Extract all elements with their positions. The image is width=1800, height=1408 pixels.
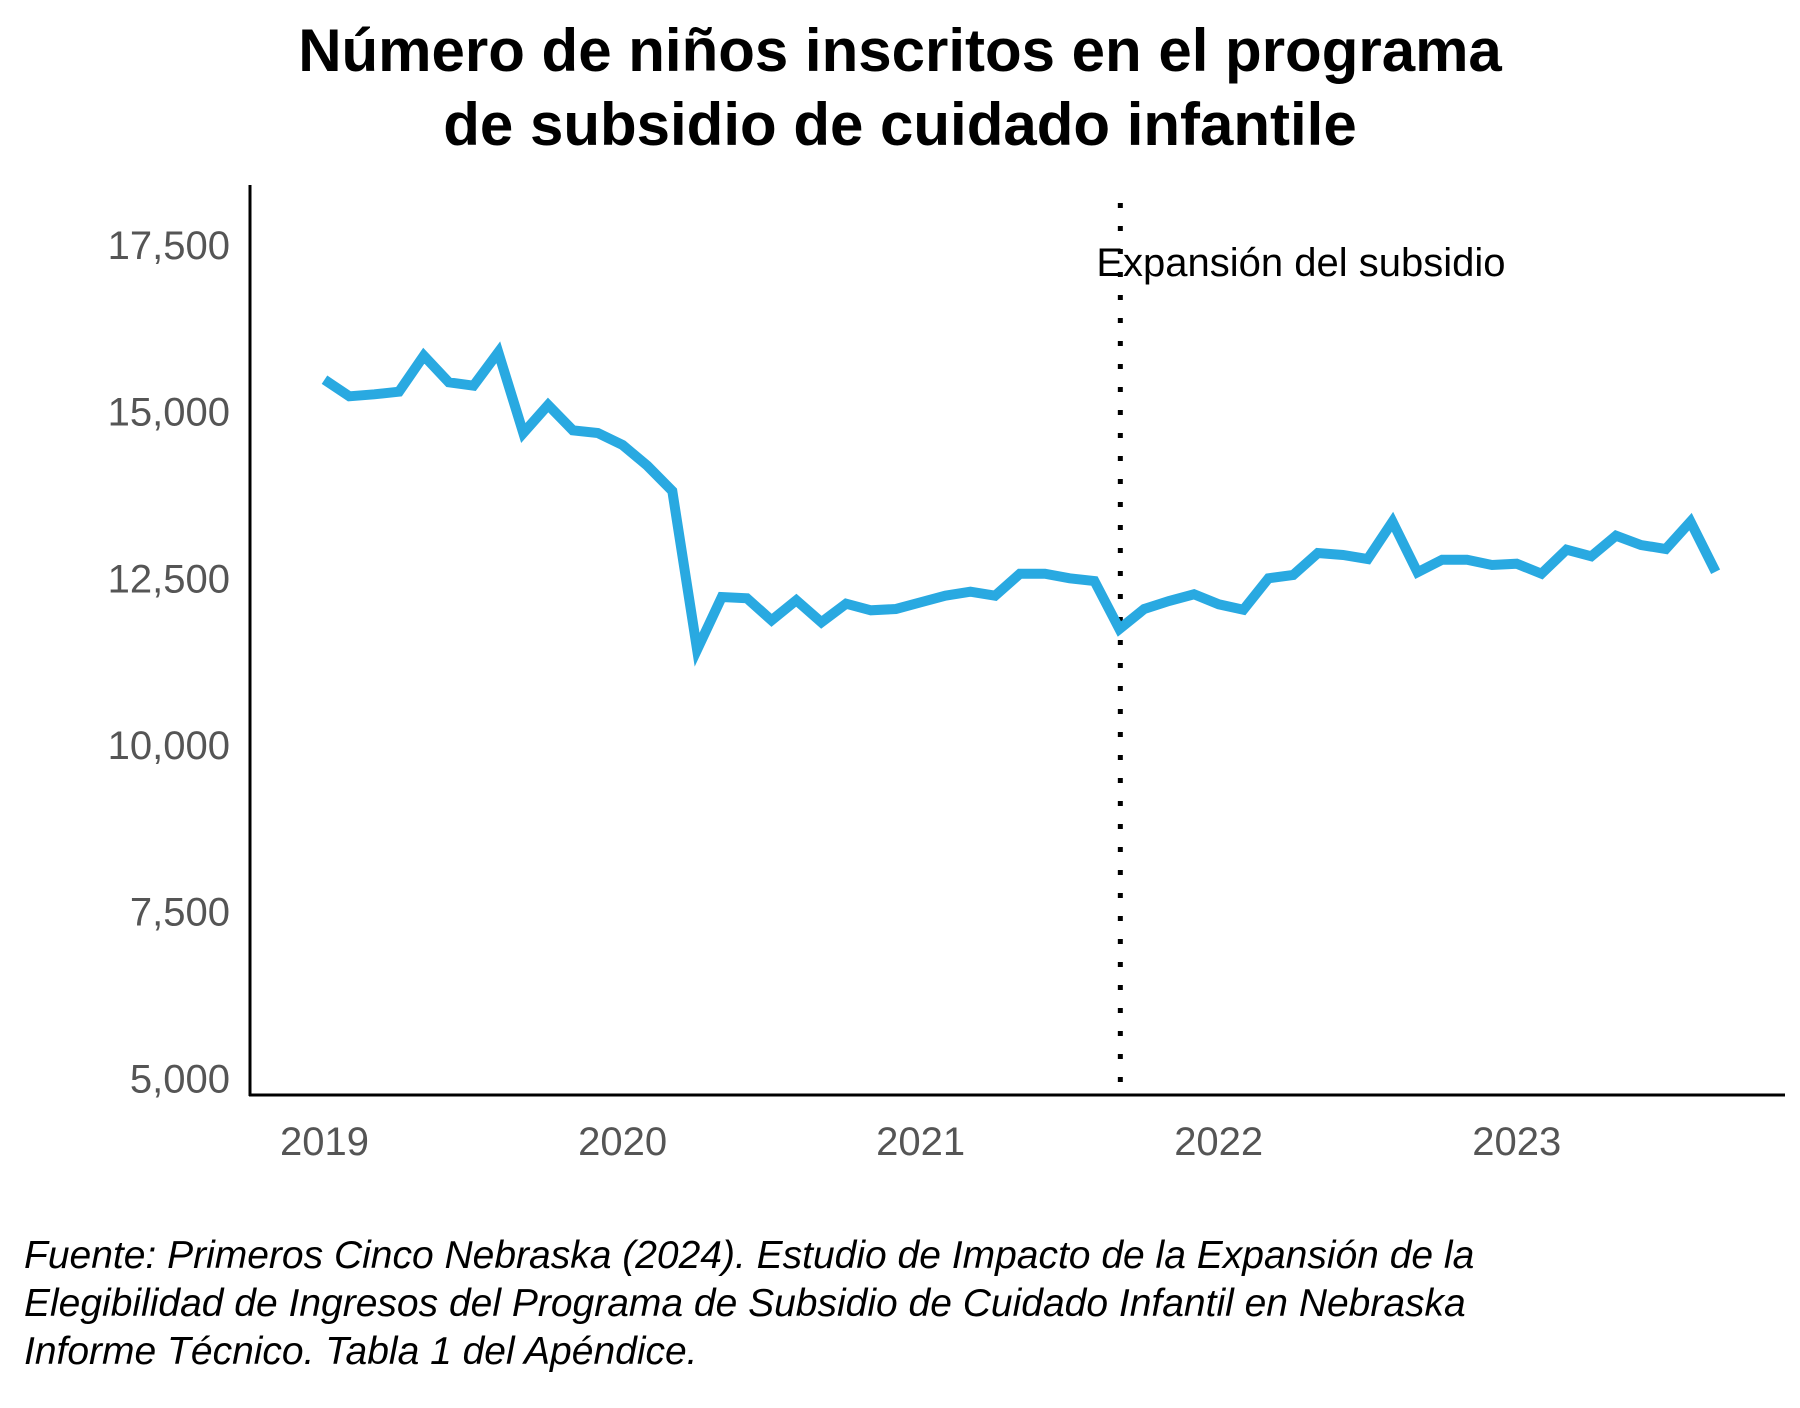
chart-title-line-2: de subsidio de cuidado infantile: [443, 91, 1357, 158]
y-tick-label: 12,500: [108, 557, 230, 601]
chart-title-line-1: Número de niños inscritos en el programa: [298, 17, 1502, 84]
expansion-label: Expansión del subsidio: [1096, 241, 1505, 285]
chart-axes: [248, 185, 1785, 1097]
x-tick-label: 2019: [280, 1120, 369, 1164]
chart-title: Número de niños inscritos en el programa…: [0, 14, 1800, 162]
y-tick-label: 10,000: [108, 724, 230, 768]
y-tick-label: 7,500: [130, 891, 230, 935]
source-line-3: Informe Técnico. Tabla 1 del Apéndice.: [24, 1330, 698, 1373]
source-line-2: Elegibilidad de Ingresos del Programa de…: [24, 1282, 1466, 1325]
expansion-annotation: Expansión del subsidio: [1096, 203, 1506, 1095]
y-tick-label: 5,000: [130, 1057, 230, 1101]
source-line-1: Fuente: Primeros Cinco Nebraska (2024). …: [24, 1234, 1475, 1277]
x-tick-label: 2021: [876, 1120, 965, 1164]
y-axis-ticks: 5,000 7,500 10,000 12,500 15,000 17,500: [108, 224, 230, 1101]
x-tick-label: 2023: [1472, 1120, 1561, 1164]
series-line-0: [321, 341, 1721, 667]
x-axis-ticks: 2019 2020 2021 2022 2023: [280, 1120, 1561, 1164]
chart-series: [321, 341, 1721, 667]
x-tick-label: 2022: [1174, 1120, 1263, 1164]
source-note: Fuente: Primeros Cinco Nebraska (2024). …: [24, 1232, 1784, 1376]
y-tick-label: 17,500: [108, 224, 230, 268]
x-tick-label: 2020: [578, 1120, 667, 1164]
y-tick-label: 15,000: [108, 391, 230, 435]
